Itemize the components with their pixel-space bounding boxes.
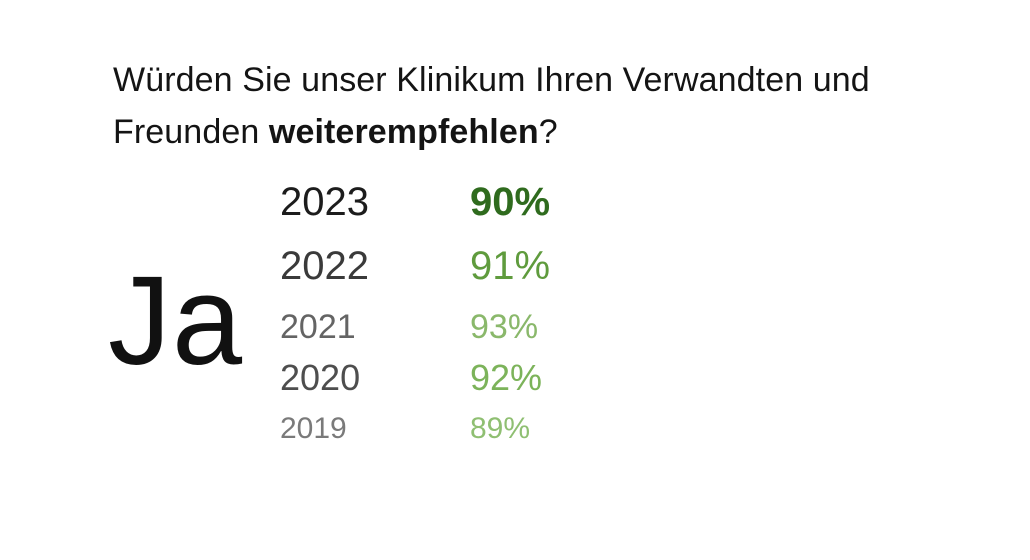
survey-question: Würden Sie unser Klinikum Ihren Verwandt… xyxy=(113,54,993,158)
answer-label: Ja xyxy=(108,250,244,391)
result-year: 2021 xyxy=(280,308,356,346)
result-year: 2020 xyxy=(280,357,361,398)
result-percent: 90% xyxy=(470,180,551,224)
result-percent: 91% xyxy=(470,244,551,288)
result-row-2020: 2020 92% xyxy=(280,346,600,406)
result-year: 2022 xyxy=(280,244,369,288)
result-year: 2023 xyxy=(280,180,369,224)
result-row-2019: 2019 89% xyxy=(280,394,600,454)
question-mark: ? xyxy=(538,113,558,151)
result-row-2021: 2021 93% xyxy=(280,294,600,354)
result-percent: 89% xyxy=(470,412,531,445)
result-year: 2019 xyxy=(280,412,347,445)
result-percent: 93% xyxy=(470,308,539,346)
question-emphasis: weiterempfehlen xyxy=(268,113,539,151)
result-percent: 92% xyxy=(470,357,543,398)
result-row-2022: 2022 91% xyxy=(280,236,600,296)
result-row-2023: 2023 90% xyxy=(280,172,600,232)
question-text: Würden Sie unser Klinikum Ihren Verwandt… xyxy=(113,61,870,151)
